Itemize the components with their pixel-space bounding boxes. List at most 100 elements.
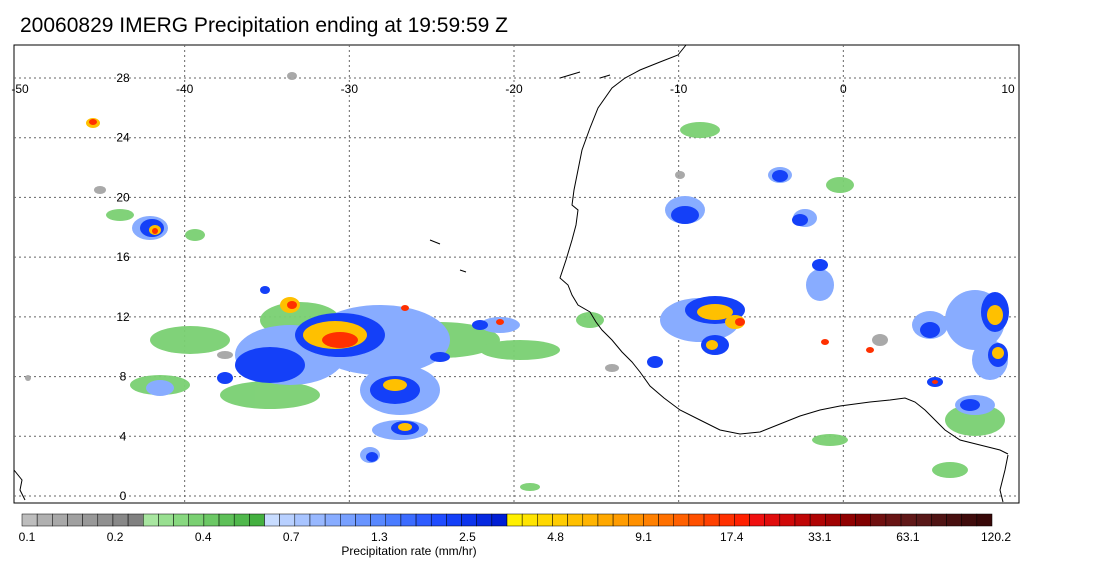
colorbar-swatch [324, 513, 341, 527]
colorbar-swatch [82, 513, 99, 527]
colorbar-swatch [446, 513, 462, 527]
colorbar-tick-label: 1.3 [371, 530, 388, 544]
longitude-tick-label: -40 [176, 82, 194, 96]
longitude-tick-label: -30 [341, 82, 359, 96]
coastline [13, 44, 1009, 503]
colorbar-swatch [430, 513, 447, 527]
colorbar-swatch [370, 513, 386, 527]
colorbar-swatch [734, 513, 750, 527]
colorbar-swatch [628, 513, 644, 527]
colorbar-swatch [825, 513, 841, 527]
colorbar-swatch [718, 513, 735, 527]
longitude-tick-label: -20 [505, 82, 523, 96]
colorbar-swatch [855, 513, 871, 527]
colorbar-swatch [21, 513, 38, 527]
colorbar-swatch [946, 513, 962, 527]
colorbar-swatch [355, 513, 371, 527]
colorbar-swatch [97, 513, 114, 527]
colorbar-swatch [931, 513, 947, 527]
colorbar-swatch [582, 513, 599, 527]
colorbar-labels: 0.1 0.2 0.4 0.7 1.3 2.5 4.8 9.1 17.4 33.1 63.1 120.… [19, 530, 1012, 544]
colorbar-swatch [900, 513, 917, 527]
colorbar-swatch [127, 513, 144, 527]
colorbar-swatch [400, 513, 417, 527]
colorbar-swatch [218, 513, 235, 527]
longitude-tick-label: 10 [1001, 82, 1015, 96]
colorbar-swatch [249, 513, 265, 527]
latitude-tick-label: 28 [116, 71, 130, 85]
longitude-tick-label: -50 [11, 82, 29, 96]
colorbar-swatch [597, 513, 614, 527]
colorbar-swatch [476, 513, 493, 527]
colorbar-swatch [36, 513, 53, 527]
colorbar-tick-label: 17.4 [720, 530, 744, 544]
latitude-tick-label: 12 [116, 310, 130, 324]
latitude-tick-label: 24 [116, 131, 130, 145]
map-title: 20060829 IMERG Precipitation ending at 1… [20, 14, 508, 37]
colorbar-swatch [233, 513, 250, 527]
colorbar-swatch [976, 513, 993, 527]
colorbar-tick-label: 33.1 [808, 530, 832, 544]
colorbar-swatch [385, 513, 402, 527]
colorbar-tick-label: 0.7 [283, 530, 300, 544]
colorbar [21, 513, 993, 527]
colorbar-swatch [112, 513, 129, 527]
colorbar-swatch [52, 513, 68, 527]
colorbar-units-label: Precipitation rate (mm/hr) [341, 544, 476, 558]
latitude-tick-label: 4 [120, 429, 127, 443]
longitude-tick-label: 0 [840, 82, 847, 96]
colorbar-swatch [143, 513, 159, 527]
colorbar-swatch [173, 513, 189, 527]
colorbar-tick-label: 2.5 [459, 530, 476, 544]
colorbar-tick-label: 9.1 [635, 530, 652, 544]
longitude-labels: -50 -40 -30 -20 -10 0 10 [11, 82, 1015, 96]
colorbar-swatch [658, 513, 674, 527]
colorbar-swatch [203, 513, 220, 527]
colorbar-tick-label: 63.1 [896, 530, 920, 544]
map-frame [13, 44, 1020, 504]
colorbar-swatch [870, 513, 887, 527]
colorbar-swatch [643, 513, 659, 527]
latitude-tick-label: 0 [120, 489, 127, 503]
colorbar-swatch [309, 513, 326, 527]
colorbar-swatch [567, 513, 584, 527]
colorbar-swatch [340, 513, 356, 527]
latitude-tick-label: 8 [120, 370, 127, 384]
colorbar-swatch [779, 513, 796, 527]
colorbar-tick-label: 4.8 [547, 530, 564, 544]
colorbar-tick-label: 0.1 [19, 530, 36, 544]
colorbar-swatch [673, 513, 690, 527]
colorbar-swatch [961, 513, 978, 527]
map-gridlines [14, 45, 1019, 503]
colorbar-swatch [415, 513, 432, 527]
colorbar-tick-label: 0.4 [195, 530, 212, 544]
latitude-tick-label: 20 [116, 190, 130, 204]
colorbar-swatch [809, 513, 826, 527]
colorbar-swatch [764, 513, 781, 527]
colorbar-tick-label: 120.2 [981, 530, 1011, 544]
colorbar-swatch [491, 513, 508, 527]
colorbar-swatch [158, 513, 174, 527]
colorbar-swatch [264, 513, 280, 527]
colorbar-swatch [506, 513, 523, 527]
colorbar-swatch [552, 513, 568, 527]
latitude-labels: 28 24 20 16 12 8 4 0 [116, 71, 130, 503]
colorbar-swatch [461, 513, 477, 527]
colorbar-swatch [688, 513, 705, 527]
colorbar-tick-label: 0.2 [107, 530, 124, 544]
colorbar-swatch [521, 513, 538, 527]
colorbar-swatch [703, 513, 720, 527]
colorbar-swatch [915, 513, 932, 527]
colorbar-swatch [537, 513, 553, 527]
longitude-tick-label: -10 [670, 82, 688, 96]
colorbar-swatch [279, 513, 296, 527]
colorbar-swatch [294, 513, 311, 527]
colorbar-swatch [612, 513, 629, 527]
colorbar-swatch [749, 513, 765, 527]
precipitation-field [25, 72, 1009, 491]
colorbar-swatch [794, 513, 811, 527]
colorbar-swatch [188, 513, 205, 527]
latitude-tick-label: 16 [116, 250, 130, 264]
colorbar-swatch [840, 513, 856, 527]
